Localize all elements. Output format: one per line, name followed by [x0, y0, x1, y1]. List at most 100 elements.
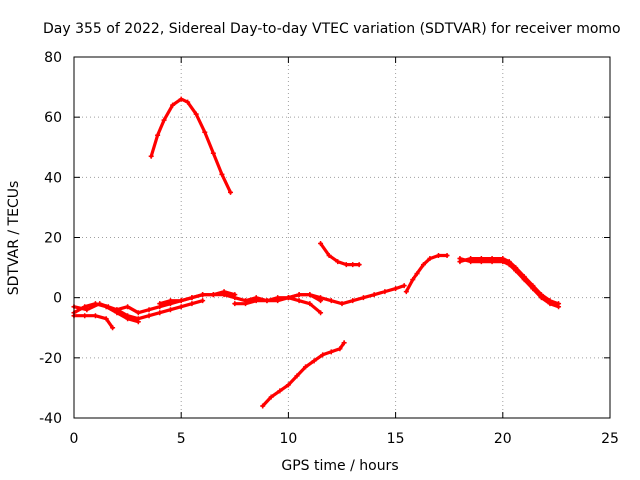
data-point: [356, 262, 362, 268]
y-tick-label: 0: [53, 291, 62, 307]
data-point: [556, 301, 562, 307]
data-point: [167, 298, 173, 304]
data-point: [185, 99, 191, 105]
data-point: [457, 259, 463, 265]
data-point: [341, 340, 347, 346]
data-point: [232, 301, 238, 307]
data-point: [135, 310, 141, 316]
data-point: [547, 298, 553, 304]
data-point: [444, 253, 450, 259]
data-point: [489, 256, 495, 262]
data-point: [403, 289, 409, 295]
data-point: [146, 313, 152, 319]
x-tick-label: 0: [70, 431, 79, 447]
data-point: [232, 292, 238, 298]
data-point: [82, 304, 88, 310]
data-point: [268, 394, 274, 400]
data-point: [221, 289, 227, 295]
data-point: [311, 358, 317, 364]
data-point: [478, 256, 484, 262]
data-point: [210, 150, 216, 156]
data-point: [326, 253, 332, 259]
data-point: [277, 388, 283, 394]
data-point: [285, 382, 291, 388]
y-axis-label: SDTVAR / TECUs: [6, 181, 22, 296]
y-tick-label: -20: [39, 351, 62, 367]
data-point: [427, 256, 433, 262]
data-point: [401, 283, 407, 289]
data-point: [92, 301, 98, 307]
series-arc-1: [149, 97, 233, 194]
data-point: [178, 304, 184, 310]
x-tick-label: 5: [177, 431, 186, 447]
data-point: [178, 96, 184, 102]
data-point: [420, 262, 426, 268]
data-point: [343, 262, 349, 268]
data-point: [228, 189, 234, 195]
data-point: [103, 316, 109, 322]
data-point: [178, 298, 184, 304]
data-point: [500, 256, 506, 262]
data-point: [264, 298, 270, 304]
data-point: [303, 364, 309, 370]
data-point: [350, 262, 356, 268]
data-point: [296, 298, 302, 304]
gridlines: [74, 57, 610, 418]
data-point: [189, 301, 195, 307]
data-point: [275, 298, 281, 304]
data-point: [202, 129, 208, 135]
x-tick-label: 10: [279, 431, 297, 447]
axes: 0 5 10 15 20 25 -40 -20 0 20 40 60 80: [39, 50, 619, 447]
data-point: [307, 292, 313, 298]
y-tick-label: 40: [44, 170, 62, 186]
data-point: [339, 301, 345, 307]
data-point: [193, 111, 199, 117]
data-point: [92, 313, 98, 319]
data-point: [371, 292, 377, 298]
data-point: [285, 295, 291, 301]
x-tick-label: 20: [494, 431, 512, 447]
data-point: [382, 289, 388, 295]
data-point: [200, 298, 206, 304]
data-point: [328, 298, 334, 304]
data-point: [200, 292, 206, 298]
data-point: [435, 253, 441, 259]
data-point: [253, 298, 259, 304]
data-point: [318, 295, 324, 301]
x-tick-label: 25: [601, 431, 619, 447]
data-point: [210, 292, 216, 298]
series-arc-10: [404, 253, 449, 294]
data-point: [110, 325, 116, 331]
data-point: [157, 310, 163, 316]
data-point: [135, 316, 141, 322]
data-point: [360, 295, 366, 301]
data-point: [296, 292, 302, 298]
data-point: [161, 117, 167, 123]
data-point: [189, 295, 195, 301]
data-point: [82, 313, 88, 319]
x-axis-label: GPS time / hours: [281, 458, 398, 474]
data-point: [294, 373, 300, 379]
data-point: [114, 307, 120, 313]
data-point: [468, 256, 474, 262]
data-point: [318, 241, 324, 247]
chart-title: Day 355 of 2022, Sidereal Day-to-day VTE…: [43, 21, 621, 37]
data-point: [335, 259, 341, 265]
data-point: [393, 286, 399, 292]
data-point: [146, 307, 152, 313]
y-tick-label: 20: [44, 231, 62, 247]
data-point: [167, 307, 173, 313]
data-point: [103, 304, 109, 310]
y-tick-label: 60: [44, 110, 62, 126]
data-point: [243, 301, 249, 307]
data-point: [219, 171, 225, 177]
x-tick-label: 15: [387, 431, 405, 447]
data-point: [506, 259, 512, 265]
data-series: [71, 96, 562, 409]
data-point: [320, 352, 326, 358]
data-point: [170, 102, 176, 108]
y-tick-label: -40: [39, 411, 62, 427]
data-point: [157, 301, 163, 307]
data-point: [148, 153, 154, 159]
